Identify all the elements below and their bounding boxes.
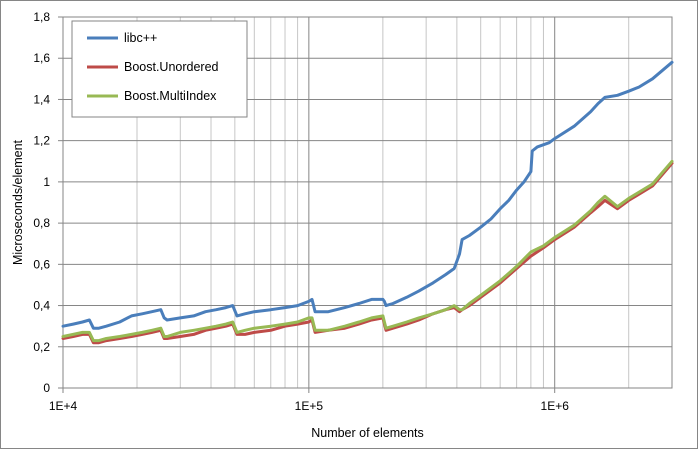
- y-tick-label: 1,6: [33, 51, 50, 65]
- legend: libc++ Boost.Unordered Boost.MultiIndex: [71, 20, 248, 118]
- x-tick-label: 1E+4: [49, 399, 78, 413]
- y-axis-title: Microseconds/element: [11, 139, 25, 265]
- y-tick-label: 0,8: [33, 216, 50, 230]
- x-tick-label: 1E+6: [541, 399, 570, 413]
- y-tick-label: 0,2: [33, 340, 50, 354]
- plot-area-frame: [62, 16, 673, 389]
- series-lines: [61, 60, 674, 345]
- y-tick-label: 1,4: [33, 92, 50, 106]
- y-tick-label: 0,4: [33, 299, 50, 313]
- axis-tick-labels: 0 0,2 0,4 0,6 0,8 1 1,2 1,4 1,6 1,8 1E+4 1E+5 1E+6: [33, 10, 569, 413]
- legend-label-boost-multiindex: Boost.MultiIndex: [124, 89, 217, 103]
- x-tick-label: 1E+5: [295, 399, 324, 413]
- legend-label-libcpp: libc++: [124, 31, 157, 45]
- y-tick-label: 0: [43, 381, 50, 395]
- y-tick-label: 1,8: [33, 10, 50, 24]
- legend-label-boost-unordered: Boost.Unordered: [124, 60, 219, 74]
- y-tick-label: 1,2: [33, 134, 50, 148]
- series-line-libcpp: [61, 60, 674, 330]
- y-tick-label: 1: [43, 175, 50, 189]
- y-tick-label: 0,6: [33, 257, 50, 271]
- series-line-boost-multiindex: [61, 159, 674, 343]
- x-axis-title: Number of elements: [311, 426, 424, 440]
